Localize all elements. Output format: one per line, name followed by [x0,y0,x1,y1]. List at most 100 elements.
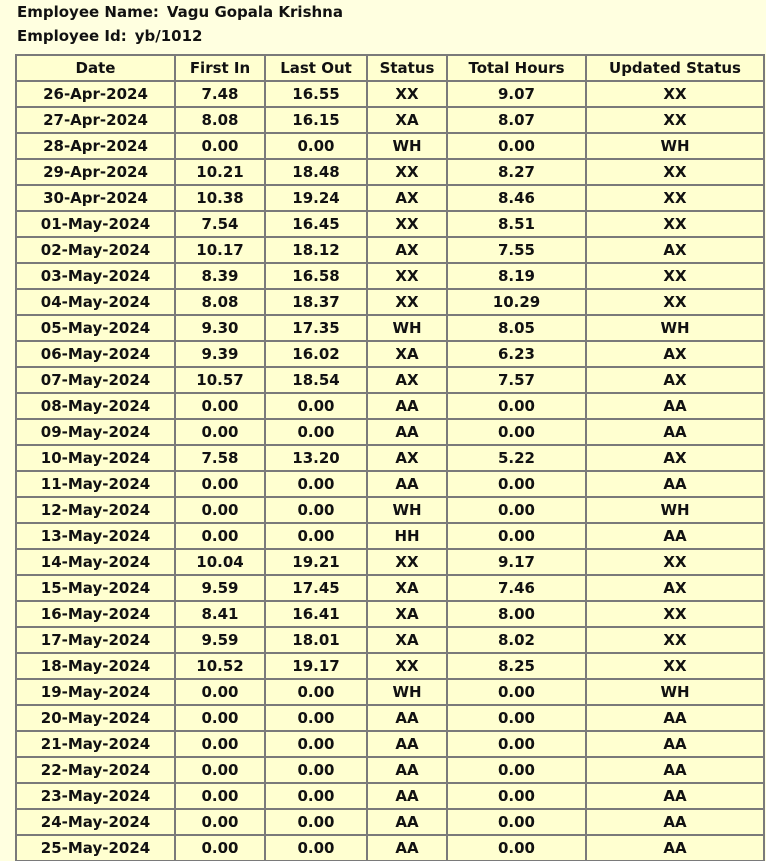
cell-date: 11-May-2024 [17,472,176,498]
cell-last-out: 0.00 [266,706,368,732]
cell-first-in: 0.00 [176,680,266,706]
cell-first-in: 0.00 [176,134,266,160]
cell-first-in: 0.00 [176,784,266,810]
cell-date: 22-May-2024 [17,758,176,784]
cell-total-hours: 0.00 [448,680,587,706]
cell-updated-status: AX [587,342,763,368]
cell-status: XX [368,264,448,290]
employee-id-line: Employee Id: yb/1012 [17,27,202,45]
cell-last-out: 0.00 [266,680,368,706]
table-row: 20-May-2024 0.00 0.00 AA 0.00 AA [17,706,763,732]
table-row: 23-May-2024 0.00 0.00 AA 0.00 AA [17,784,763,810]
cell-date: 05-May-2024 [17,316,176,342]
cell-status: AX [368,368,448,394]
cell-status: AA [368,732,448,758]
cell-status: XX [368,654,448,680]
cell-status: XX [368,160,448,186]
cell-date: 16-May-2024 [17,602,176,628]
cell-date: 01-May-2024 [17,212,176,238]
cell-first-in: 10.21 [176,160,266,186]
cell-last-out: 19.24 [266,186,368,212]
cell-status: XA [368,602,448,628]
header-total-hours: Total Hours [448,56,587,82]
cell-status: AA [368,394,448,420]
cell-date: 09-May-2024 [17,420,176,446]
cell-updated-status: XX [587,186,763,212]
cell-date: 03-May-2024 [17,264,176,290]
attendance-table-body: 26-Apr-2024 7.48 16.55 XX 9.07 XX 27-Apr-2024 8… [17,82,763,861]
cell-status: XA [368,576,448,602]
cell-updated-status: WH [587,134,763,160]
cell-updated-status: AX [587,446,763,472]
cell-total-hours: 8.27 [448,160,587,186]
cell-date: 13-May-2024 [17,524,176,550]
cell-updated-status: AA [587,472,763,498]
cell-date: 18-May-2024 [17,654,176,680]
attendance-table: Date First In Last Out Status Total Hour… [15,54,765,861]
cell-status: XX [368,212,448,238]
table-row: 24-May-2024 0.00 0.00 AA 0.00 AA [17,810,763,836]
table-row: 19-May-2024 0.00 0.00 WH 0.00 WH [17,680,763,706]
cell-first-in: 10.17 [176,238,266,264]
cell-updated-status: XX [587,264,763,290]
table-row: 09-May-2024 0.00 0.00 AA 0.00 AA [17,420,763,446]
cell-last-out: 18.37 [266,290,368,316]
cell-date: 10-May-2024 [17,446,176,472]
cell-first-in: 0.00 [176,472,266,498]
header-row: Date First In Last Out Status Total Hour… [17,56,763,82]
table-row: 29-Apr-2024 10.21 18.48 XX 8.27 XX [17,160,763,186]
header-date: Date [17,56,176,82]
cell-total-hours: 8.25 [448,654,587,680]
cell-first-in: 8.41 [176,602,266,628]
table-row: 27-Apr-2024 8.08 16.15 XA 8.07 XX [17,108,763,134]
cell-status: WH [368,134,448,160]
cell-total-hours: 6.23 [448,342,587,368]
cell-date: 08-May-2024 [17,394,176,420]
employee-id-label: Employee Id: [17,27,127,45]
cell-total-hours: 0.00 [448,524,587,550]
employee-name-value: Vagu Gopala Krishna [166,3,343,21]
cell-total-hours: 8.51 [448,212,587,238]
cell-last-out: 0.00 [266,524,368,550]
cell-status: AA [368,420,448,446]
table-row: 06-May-2024 9.39 16.02 XA 6.23 AX [17,342,763,368]
table-row: 16-May-2024 8.41 16.41 XA 8.00 XX [17,602,763,628]
cell-first-in: 8.39 [176,264,266,290]
cell-first-in: 9.59 [176,628,266,654]
cell-first-in: 9.39 [176,342,266,368]
cell-status: WH [368,316,448,342]
cell-updated-status: WH [587,316,763,342]
cell-last-out: 0.00 [266,758,368,784]
table-row: 04-May-2024 8.08 18.37 XX 10.29 XX [17,290,763,316]
cell-updated-status: XX [587,160,763,186]
cell-updated-status: AA [587,836,763,861]
cell-date: 29-Apr-2024 [17,160,176,186]
cell-total-hours: 8.05 [448,316,587,342]
cell-last-out: 17.35 [266,316,368,342]
table-row: 02-May-2024 10.17 18.12 AX 7.55 AX [17,238,763,264]
cell-updated-status: AX [587,238,763,264]
cell-total-hours: 0.00 [448,394,587,420]
cell-status: XA [368,342,448,368]
table-row: 21-May-2024 0.00 0.00 AA 0.00 AA [17,732,763,758]
cell-first-in: 9.30 [176,316,266,342]
header-first-in: First In [176,56,266,82]
cell-last-out: 19.21 [266,550,368,576]
cell-first-in: 10.38 [176,186,266,212]
cell-date: 06-May-2024 [17,342,176,368]
employee-name-label: Employee Name: [17,3,159,21]
cell-status: XA [368,108,448,134]
cell-first-in: 0.00 [176,836,266,861]
cell-status: AX [368,238,448,264]
cell-first-in: 0.00 [176,810,266,836]
cell-last-out: 0.00 [266,472,368,498]
cell-total-hours: 5.22 [448,446,587,472]
cell-total-hours: 0.00 [448,134,587,160]
cell-last-out: 18.01 [266,628,368,654]
cell-updated-status: AA [587,420,763,446]
cell-total-hours: 0.00 [448,836,587,861]
cell-last-out: 16.41 [266,602,368,628]
cell-updated-status: XX [587,602,763,628]
table-row: 18-May-2024 10.52 19.17 XX 8.25 XX [17,654,763,680]
